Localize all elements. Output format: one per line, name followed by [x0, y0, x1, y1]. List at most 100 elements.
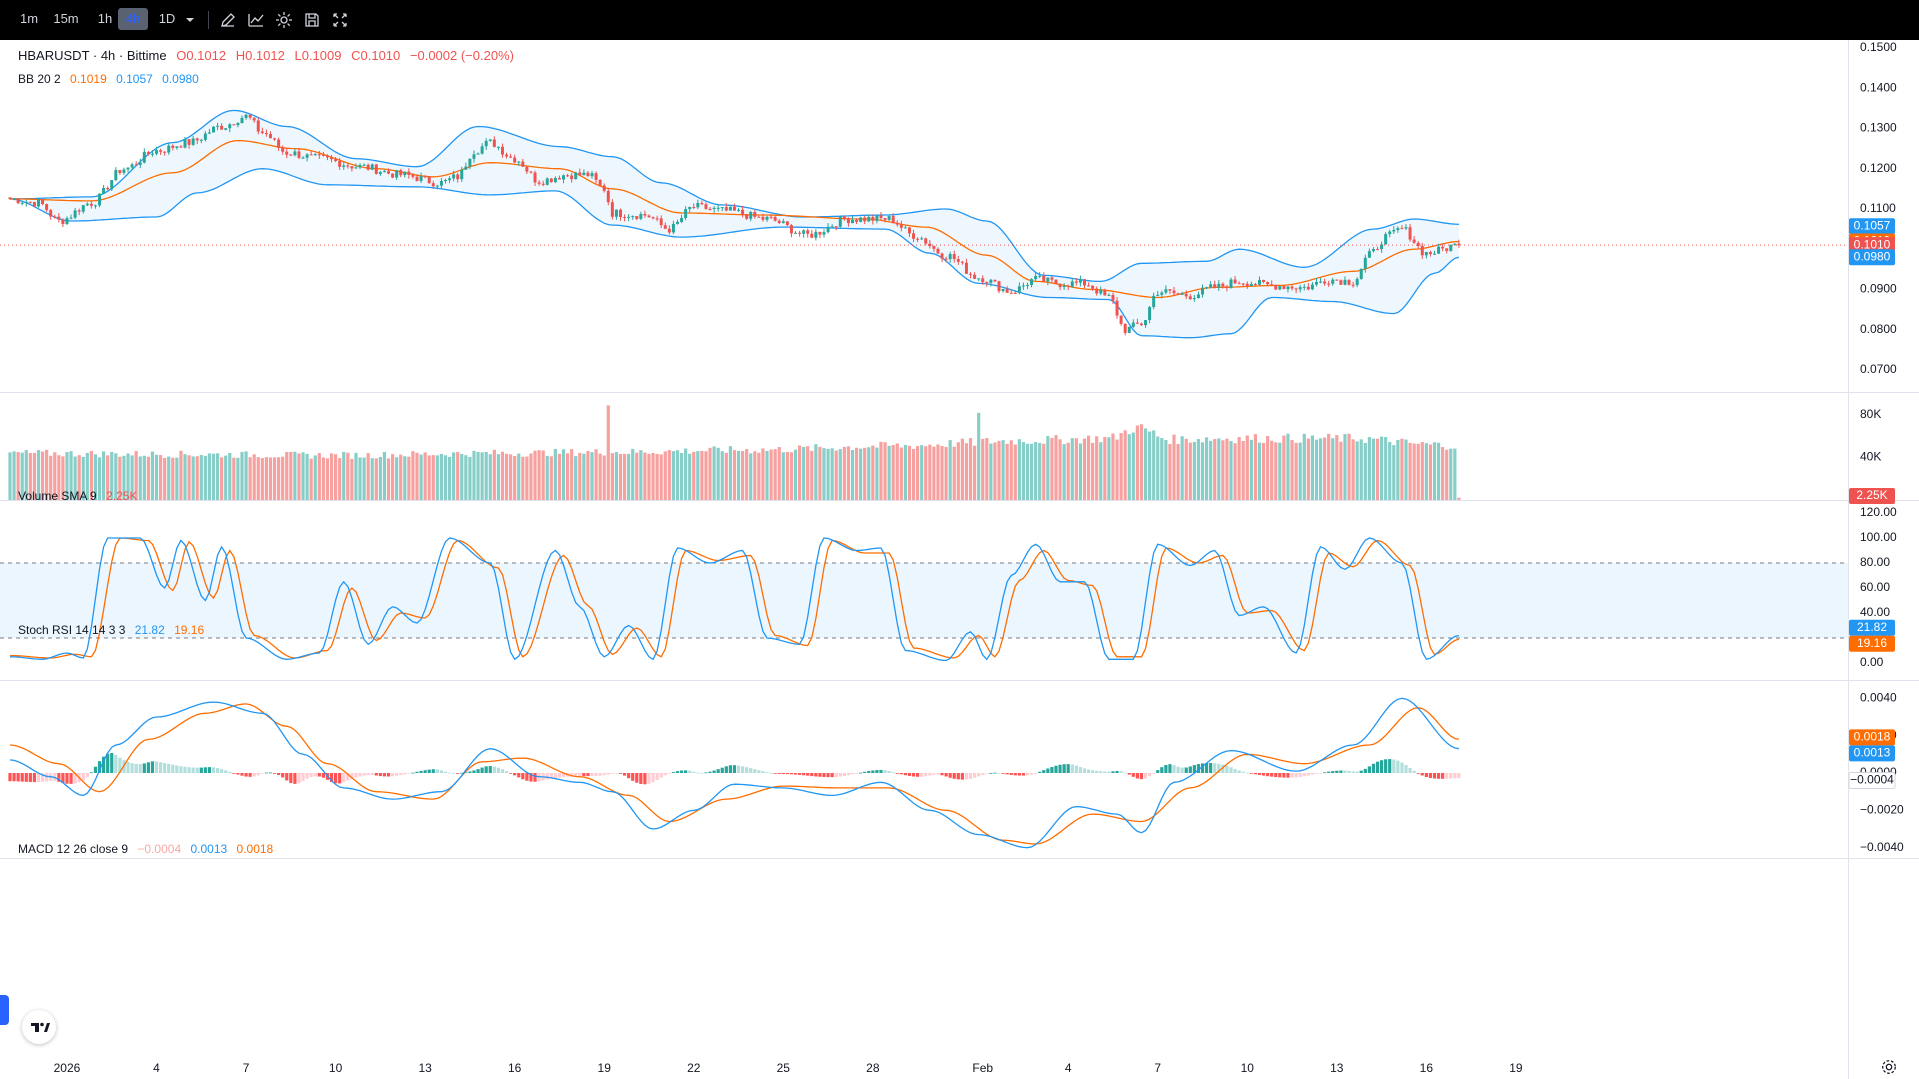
volume-bar — [712, 446, 716, 500]
candle — [529, 171, 533, 174]
save-icon[interactable] — [302, 10, 322, 30]
volume-label[interactable]: Volume SMA 9 — [18, 489, 97, 503]
candle — [1339, 279, 1343, 285]
stoch-label[interactable]: Stoch RSI 14 14 3 3 — [18, 623, 126, 637]
fullscreen-icon[interactable] — [330, 10, 350, 30]
macd-hist-bar — [1111, 771, 1115, 773]
candle-body — [439, 180, 443, 186]
candle — [163, 151, 167, 156]
timeframe-15m[interactable]: 15m — [53, 11, 79, 26]
candle — [826, 223, 830, 234]
bb-label[interactable]: BB 20 2 — [18, 72, 61, 86]
volume-bar — [1331, 438, 1335, 500]
volume-bar — [480, 452, 484, 500]
volume-bar — [456, 451, 460, 500]
volume-bar — [252, 454, 256, 500]
candle — [798, 230, 802, 237]
volume-bar — [272, 457, 277, 500]
volume-bar — [1392, 445, 1396, 500]
candle-body — [647, 215, 651, 218]
candle — [517, 161, 521, 166]
candle-body — [521, 161, 525, 167]
candle-body — [167, 145, 171, 153]
price-label-bb-upper — [1849, 218, 1895, 235]
time-axis-tick: 4 — [153, 1061, 160, 1075]
macd-hist-bar — [305, 773, 309, 779]
candle-body — [1115, 300, 1119, 316]
time-axis-tick: 19 — [1509, 1061, 1523, 1075]
candle — [1449, 244, 1453, 252]
candle — [387, 168, 391, 175]
volume-bar — [1241, 440, 1245, 500]
volume-bar — [431, 455, 435, 500]
volume-bar — [36, 450, 41, 500]
macd-hist-bar — [252, 773, 256, 777]
candle — [366, 163, 370, 171]
volume-bar — [553, 448, 557, 500]
chart-settings-icon[interactable] — [1880, 1058, 1898, 1076]
candle-body — [773, 216, 777, 221]
candle-body — [1278, 286, 1282, 290]
volume-bar — [594, 449, 598, 500]
macd-label[interactable]: MACD 12 26 close 9 — [18, 842, 129, 856]
legend-open: O0.1012 — [176, 48, 227, 63]
candle-body — [57, 216, 61, 220]
candle-body — [1294, 288, 1298, 290]
volume-bar — [732, 450, 737, 500]
timeframe-4h[interactable]: 4h — [118, 8, 148, 30]
candle-body — [1400, 228, 1404, 230]
candle-body — [671, 223, 675, 233]
gear-icon[interactable] — [274, 10, 294, 30]
macd-hist-bar — [374, 773, 378, 776]
candle-body — [940, 253, 944, 259]
candle-body — [1302, 286, 1306, 288]
candle — [850, 216, 854, 224]
candle-body — [126, 167, 130, 170]
price-label-text-last: 0.1010 — [1854, 237, 1891, 251]
candle — [700, 200, 704, 206]
candle — [757, 215, 761, 218]
volume-bar — [138, 456, 142, 500]
pencil-icon[interactable] — [218, 10, 238, 30]
candle-body — [98, 193, 102, 206]
timeframe-1h[interactable]: 1h — [97, 11, 113, 26]
macd-hist-bar — [1278, 773, 1282, 778]
volume-bar — [69, 451, 73, 500]
price-axis-tick: 0.0700 — [1860, 362, 1897, 376]
macd-hist-bar — [1021, 773, 1026, 776]
chart-canvas[interactable]: 0.15000.14000.13000.12000.11000.09000.08… — [0, 40, 1919, 1079]
candle — [1078, 275, 1082, 287]
candle-body — [1046, 277, 1050, 282]
candle-body — [1253, 283, 1257, 285]
timeframe-1d[interactable]: 1D — [158, 11, 176, 26]
candle-body — [684, 209, 688, 219]
stoch-d-label-text: 19.16 — [1857, 636, 1887, 650]
candle-body — [952, 254, 956, 260]
macd-hist-bar — [818, 773, 822, 777]
volume-bar — [598, 453, 602, 500]
macd-hist-bar — [395, 773, 399, 776]
volume-bar — [924, 446, 928, 500]
candle — [492, 136, 496, 148]
candle — [545, 177, 549, 186]
macd-hist-bar — [1327, 771, 1331, 773]
volume-bar — [1066, 442, 1070, 500]
candle — [887, 215, 891, 221]
macd-hist-bar — [635, 773, 639, 783]
chevron-down-icon[interactable] — [180, 10, 200, 30]
chart-line-icon[interactable] — [246, 10, 266, 30]
candle-body — [822, 232, 826, 235]
volume-bar — [1025, 443, 1030, 500]
volume-bar — [651, 452, 655, 500]
volume-bar — [346, 452, 350, 500]
candle — [716, 204, 720, 212]
macd-hist-bar — [977, 773, 981, 777]
volume-bar — [1428, 444, 1433, 500]
macd-hist-bar — [671, 772, 676, 773]
candle-body — [610, 202, 614, 217]
macd-hist-bar — [1266, 773, 1270, 777]
left-panel-tab[interactable] — [0, 995, 9, 1025]
macd-hist-bar — [1209, 762, 1213, 773]
symbol-title[interactable]: HBARUSDT · 4h · Bittime — [18, 48, 167, 63]
timeframe-1m[interactable]: 1m — [19, 11, 39, 26]
